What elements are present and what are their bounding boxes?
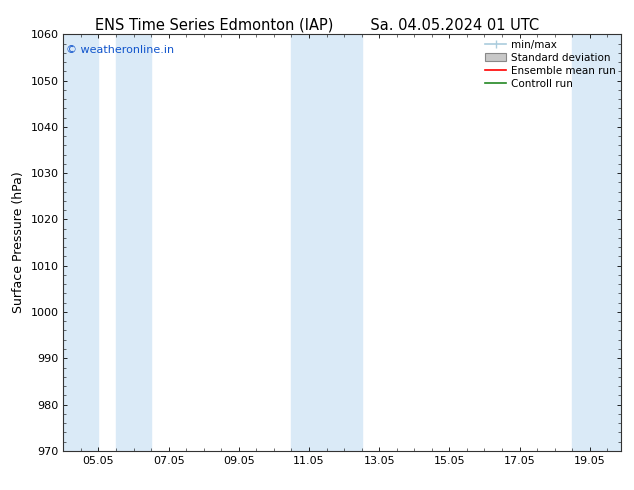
Bar [327, 34, 361, 451]
Bar [292, 34, 327, 451]
Bar [116, 34, 151, 451]
Y-axis label: Surface Pressure (hPa): Surface Pressure (hPa) [12, 172, 25, 314]
Legend: min/max, Standard deviation, Ensemble mean run, Controll run: min/max, Standard deviation, Ensemble me… [482, 36, 619, 92]
Text: © weatheronline.in: © weatheronline.in [66, 45, 174, 55]
Bar [573, 34, 621, 451]
Bar [63, 34, 98, 451]
Text: ENS Time Series Edmonton (IAP)        Sa. 04.05.2024 01 UTC: ENS Time Series Edmonton (IAP) Sa. 04.05… [95, 17, 539, 32]
